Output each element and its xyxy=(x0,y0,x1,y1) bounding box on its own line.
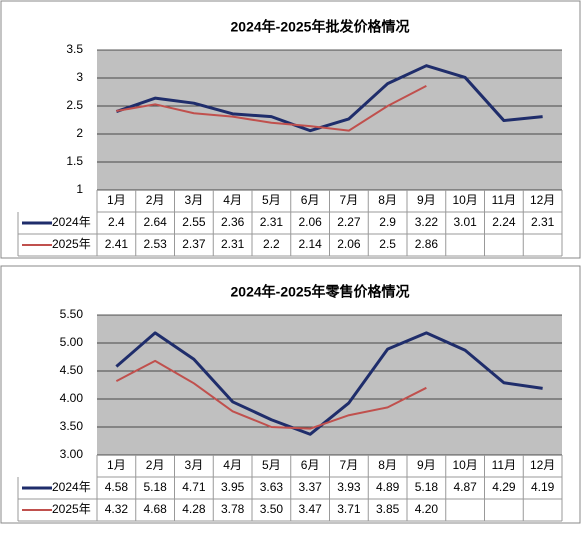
table-cell: 2.64 xyxy=(143,215,167,229)
table-cell: 3.85 xyxy=(376,502,400,516)
table-cell: 3.47 xyxy=(298,502,322,516)
table-cell: 3.71 xyxy=(337,502,361,516)
table-cell: 4.87 xyxy=(453,480,477,494)
x-tick-label: 6月 xyxy=(301,193,320,207)
x-tick-label: 9月 xyxy=(417,193,436,207)
table-cell: 2.31 xyxy=(531,215,555,229)
table-cell: 5.18 xyxy=(143,480,167,494)
plot-area xyxy=(97,315,562,455)
table-cell: 2.41 xyxy=(105,237,129,251)
table-cell: 2.27 xyxy=(337,215,361,229)
y-tick-label: 3 xyxy=(76,70,83,84)
y-tick-label: 1.5 xyxy=(66,154,83,168)
chart-title: 2024年-2025年批发价格情况 xyxy=(231,19,410,35)
x-tick-label: 10月 xyxy=(452,458,477,472)
table-cell: 2.31 xyxy=(221,237,245,251)
table-cell: 2.2 xyxy=(263,237,280,251)
table-cell: 2.5 xyxy=(379,237,396,251)
table-cell: 2.31 xyxy=(260,215,284,229)
y-tick-label: 5.00 xyxy=(60,335,84,349)
series-line xyxy=(115,359,427,430)
table-cell: 2.24 xyxy=(492,215,516,229)
x-tick-label: 12月 xyxy=(530,458,555,472)
table-cell: 4.89 xyxy=(376,480,400,494)
table-cell: 5.18 xyxy=(415,480,439,494)
legend-label: 2024年 xyxy=(52,480,91,494)
x-tick-label: 9月 xyxy=(417,458,436,472)
table-cell: 3.22 xyxy=(415,215,439,229)
x-tick-label: 6月 xyxy=(301,458,320,472)
x-tick-label: 8月 xyxy=(378,458,397,472)
x-tick-label: 12月 xyxy=(530,193,555,207)
y-tick-label: 3.00 xyxy=(60,447,84,461)
chart-title: 2024年-2025年零售价格情况 xyxy=(231,284,410,300)
legend-label: 2025年 xyxy=(52,502,91,516)
y-tick-label: 1 xyxy=(76,182,83,196)
table-cell: 2.4 xyxy=(108,215,125,229)
x-tick-label: 5月 xyxy=(262,193,281,207)
x-tick-label: 2月 xyxy=(146,193,165,207)
plot-area xyxy=(97,50,562,190)
x-tick-label: 1月 xyxy=(107,193,126,207)
y-tick-label: 4.50 xyxy=(60,363,84,377)
y-tick-label: 4.00 xyxy=(60,391,84,405)
table-cell: 4.71 xyxy=(182,480,206,494)
x-tick-label: 4月 xyxy=(223,193,242,207)
table-cell: 3.78 xyxy=(221,502,245,516)
table-cell: 4.19 xyxy=(531,480,555,494)
table-cell: 4.28 xyxy=(182,502,206,516)
x-tick-label: 8月 xyxy=(378,193,397,207)
table-cell: 3.01 xyxy=(453,215,477,229)
x-tick-label: 11月 xyxy=(492,193,516,207)
table-cell: 4.68 xyxy=(143,502,167,516)
legend-label: 2025年 xyxy=(52,237,91,251)
x-tick-label: 4月 xyxy=(223,458,242,472)
table-cell: 2.06 xyxy=(337,237,361,251)
table-cell: 2.14 xyxy=(298,237,322,251)
series-line xyxy=(115,64,543,133)
table-cell: 2.53 xyxy=(143,237,167,251)
x-tick-label: 5月 xyxy=(262,458,281,472)
x-tick-label: 7月 xyxy=(340,193,359,207)
x-tick-label: 7月 xyxy=(340,458,359,472)
y-tick-label: 2 xyxy=(76,126,83,140)
table-cell: 4.32 xyxy=(105,502,129,516)
y-tick-label: 2.5 xyxy=(66,98,83,112)
x-tick-label: 3月 xyxy=(185,193,204,207)
table-cell: 3.63 xyxy=(260,480,284,494)
x-tick-label: 11月 xyxy=(492,458,516,472)
x-tick-label: 2月 xyxy=(146,458,165,472)
table-cell: 3.50 xyxy=(260,502,284,516)
table-cell: 2.37 xyxy=(182,237,206,251)
table-cell: 3.95 xyxy=(221,480,245,494)
y-tick-label: 3.5 xyxy=(66,42,83,56)
x-tick-label: 10月 xyxy=(452,193,477,207)
table-cell: 2.36 xyxy=(221,215,245,229)
series-line xyxy=(116,84,427,132)
table-cell: 3.37 xyxy=(298,480,322,494)
table-cell: 4.20 xyxy=(415,502,439,516)
series-line xyxy=(115,331,543,436)
table-cell: 2.06 xyxy=(298,215,322,229)
legend-label: 2024年 xyxy=(52,215,91,229)
table-cell: 3.93 xyxy=(337,480,361,494)
x-tick-label: 1月 xyxy=(107,458,126,472)
y-tick-label: 3.50 xyxy=(60,419,84,433)
table-cell: 2.86 xyxy=(415,237,439,251)
x-tick-label: 3月 xyxy=(185,458,204,472)
table-cell: 4.29 xyxy=(492,480,516,494)
table-cell: 2.55 xyxy=(182,215,206,229)
y-tick-label: 5.50 xyxy=(60,307,84,321)
table-cell: 4.58 xyxy=(105,480,129,494)
table-cell: 2.9 xyxy=(379,215,396,229)
